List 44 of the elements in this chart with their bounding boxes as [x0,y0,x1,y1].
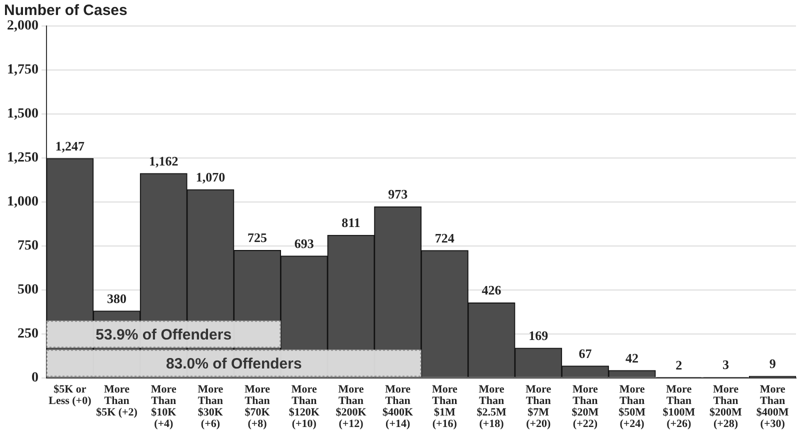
y-tick-label: 1,750 [7,62,38,78]
x-tick-label: $5K or Less (+0) [48,383,92,407]
y-tick-label: 1,500 [7,106,38,122]
data-label: 380 [107,290,127,306]
x-tick-label: More Than $400M (+30) [756,383,790,430]
data-label: 811 [342,215,360,230]
y-tick-label: 750 [18,238,38,254]
data-label: 724 [434,230,455,246]
y-tick-label: 500 [18,282,38,298]
chart-title: Number of Cases [4,2,128,20]
data-label: 1,070 [196,169,226,184]
x-tick-label: More Than $30K (+6) [198,383,224,430]
data-label: 693 [294,236,314,251]
x-tick-label: More Than $200K (+12) [336,383,367,430]
data-label: 169 [528,328,549,343]
y-tick-label: 250 [18,326,38,342]
x-tick-label: More Than $120K (+10) [288,383,320,430]
x-tick-label: More Than $400K (+14) [382,383,414,430]
data-label: 426 [482,282,502,298]
x-tick-label: More Than $10K (+4) [150,383,177,430]
x-tick-label: More Than $100M (+26) [662,383,696,430]
band-label: 53.9% of Offenders [96,326,232,344]
data-label: 42 [626,350,639,366]
x-tick-label: More Than $7M (+20) [526,383,552,430]
x-tick-label: More Than $70K (+8) [244,383,270,430]
data-label: 725 [248,230,268,246]
x-tick-label: More Than $20M (+22) [572,383,600,430]
data-label: 9 [769,356,776,372]
y-tick-label: 1,000 [7,194,38,210]
band-label: 83.0% of Offenders [166,355,302,372]
y-tick-label: 1,250 [7,150,38,166]
x-tick-label: More Than $5K (+2) [96,383,138,419]
x-tick-label: More Than $50M (+24) [618,383,646,430]
y-tick-label: 0 [32,370,38,386]
data-label: 1,162 [148,153,178,168]
data-label: 973 [388,186,408,202]
data-label: 2 [676,357,682,372]
x-tick-label: More Than $1M (+16) [432,383,458,430]
data-label: 67 [578,346,592,361]
x-tick-label: More Than $2.5M (+18) [476,383,507,430]
x-tick-label: More Than $200M (+28) [710,383,743,430]
data-label: 3 [722,357,730,372]
y-tick-label: 2,000 [7,18,38,34]
data-label: 1,247 [55,138,86,154]
